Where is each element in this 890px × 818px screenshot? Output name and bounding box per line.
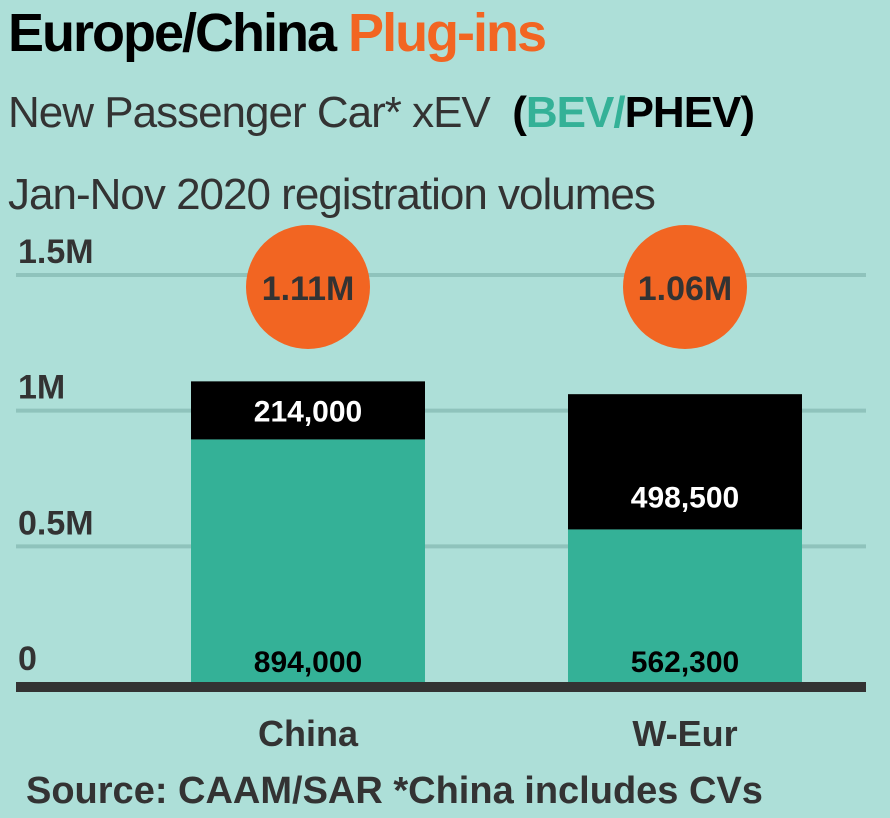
legend-bev: BEV/ <box>525 88 626 137</box>
x-category-label: China <box>258 713 359 754</box>
total-label: 1.06M <box>638 270 733 308</box>
subtitle-prefix: New Passenger Car* xEV <box>8 88 491 137</box>
bar-segment-phev <box>191 381 425 440</box>
bar-segment-bev <box>191 439 425 682</box>
y-tick-label: 0.5M <box>18 504 94 542</box>
legend-paren-open: ( <box>512 88 527 137</box>
data-label-phev: 498,500 <box>631 481 739 514</box>
total-circle <box>623 225 747 349</box>
chart-title: Europe/China Plug-ins <box>8 2 547 64</box>
data-label-bev: 894,000 <box>254 646 362 679</box>
x-category-label: W-Eur <box>632 713 737 754</box>
data-label-phev: 214,000 <box>254 395 362 428</box>
legend-paren-close: ) <box>740 88 755 137</box>
title-main: Europe/China <box>8 3 337 63</box>
bar-segment-phev <box>568 394 802 530</box>
total-label: 1.11M <box>262 270 355 308</box>
title-accent: Plug-ins <box>348 3 547 63</box>
chart-subtitle: New Passenger Car* xEV (BEV/PHEV) <box>8 88 755 138</box>
legend-phev: PHEV <box>624 88 742 137</box>
data-label-bev: 562,300 <box>631 646 739 679</box>
chart-subtitle-period: Jan-Nov 2020 registration volumes <box>8 170 656 219</box>
bar-segment-bev <box>568 529 802 682</box>
total-circle <box>246 225 370 349</box>
y-tick-label: 0 <box>18 640 37 678</box>
y-tick-label: 1M <box>18 369 65 407</box>
source-note: Source: CAAM/SAR *China includes CVs <box>26 770 763 812</box>
y-tick-label: 1.5M <box>18 233 94 271</box>
